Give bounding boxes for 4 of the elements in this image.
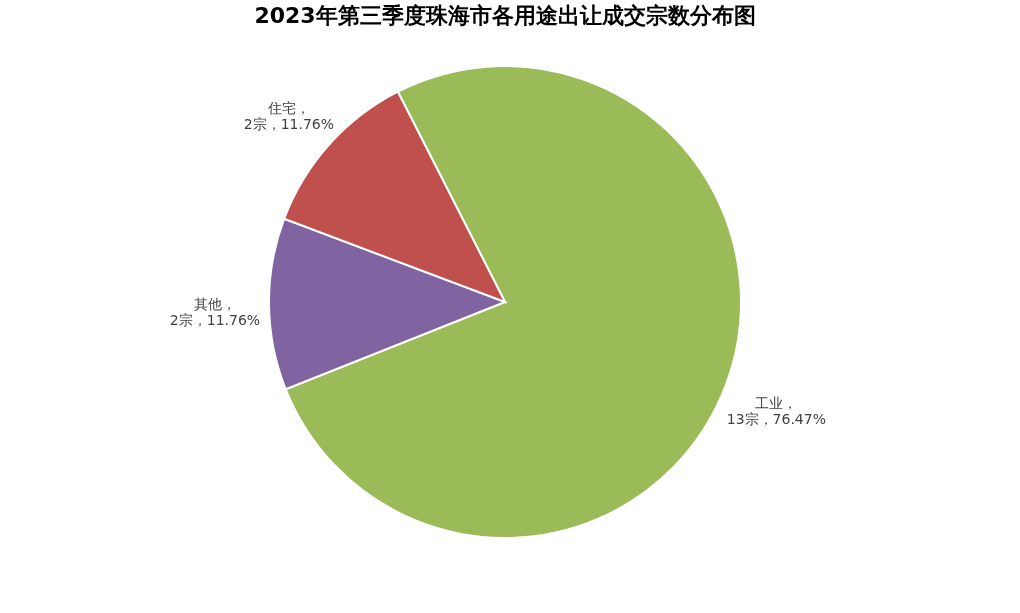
slice-label: 其他， 2宗，11.76% (169, 295, 261, 328)
slice-label: 工业， 13宗，76.47% (726, 395, 826, 428)
slice-label: 住宅， 2宗，11.76% (243, 99, 335, 132)
chart-title: 2023年第三季度珠海市各用途出让成交宗数分布图 (254, 3, 756, 28)
